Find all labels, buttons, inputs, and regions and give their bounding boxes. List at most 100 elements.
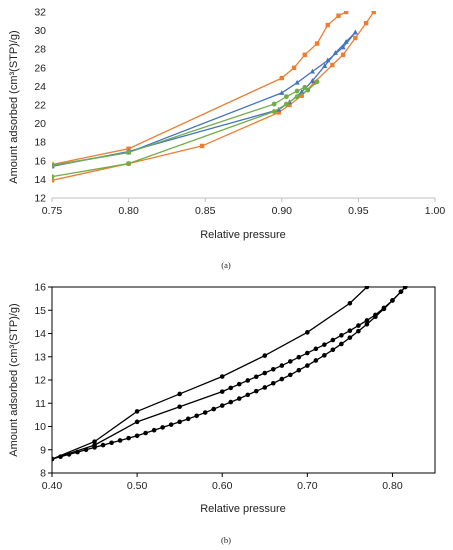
- chart-b-data-point: [288, 359, 293, 364]
- chart-a-data-point: [126, 150, 131, 155]
- chart-b-y-tick-label: 8: [40, 468, 46, 480]
- chart-b-data-point: [109, 440, 114, 446]
- chart-a-data-point: [287, 102, 292, 108]
- chart-a-data-point: [353, 35, 358, 41]
- chart-b-data-point: [219, 403, 225, 408]
- chart-b-panel-label: (b): [221, 535, 231, 545]
- chart-b-data-point: [373, 312, 378, 318]
- chart-b-data-point: [270, 380, 276, 386]
- chart-a-data-point: [325, 57, 331, 63]
- chart-a-y-tick-label: 12: [34, 193, 46, 205]
- chart-b-data-point: [177, 391, 182, 397]
- chart-b-data-point: [356, 328, 361, 334]
- chart-b-series-line: [52, 286, 368, 460]
- chart-b-data-point: [364, 318, 370, 323]
- chart-b-data-point: [185, 416, 191, 422]
- chart-b-data-point: [305, 350, 310, 356]
- chart-a-y-tick-label: 20: [34, 118, 46, 130]
- chart-b-data-point: [398, 289, 404, 294]
- chart-a-x-tick-label: 0.90: [272, 205, 293, 217]
- chart-b-data-point: [347, 335, 353, 340]
- chart-b-y-tick-label: 16: [34, 282, 46, 294]
- chart-a-panel-label: (a): [221, 260, 231, 270]
- chart-a-data-point: [283, 101, 289, 107]
- chart-a-data-point: [314, 79, 320, 85]
- chart-a-data-point: [340, 52, 346, 57]
- chart-a-series-line: [52, 32, 356, 168]
- chart-b-x-tick-label: 0.40: [42, 480, 63, 492]
- chart-b-series: [52, 286, 408, 462]
- chart-a-x-tick-label: 1.00: [425, 205, 446, 217]
- chart-b-y-tick-label: 14: [34, 328, 46, 340]
- chart-a-data-point: [126, 161, 131, 166]
- chart-b-data-point: [219, 374, 225, 379]
- chart-a-data-point: [314, 41, 320, 46]
- chart-a-data-point: [294, 79, 300, 85]
- chart-b-y-tick-label: 13: [34, 351, 46, 363]
- chart-b-data-point: [100, 442, 106, 448]
- chart-b-data-point: [262, 370, 268, 376]
- chart-b-data-point: [347, 328, 353, 334]
- chart-b-data-point: [92, 442, 97, 448]
- chart-b-data-point: [313, 358, 319, 363]
- chart-a-data-point: [271, 109, 277, 114]
- chart-a-data-point: [276, 110, 281, 115]
- chart-b-data-point: [228, 385, 234, 391]
- chart-a-series: [52, 11, 376, 183]
- chart-b-data-point: [270, 367, 276, 372]
- chart-b-data-point: [279, 376, 285, 382]
- chart-b-series-2: [52, 286, 370, 462]
- chart-a-data-point: [343, 11, 349, 15]
- chart-a-data-point: [279, 90, 285, 95]
- chart-b-data-point: [92, 439, 97, 444]
- chart-a-data-point: [302, 52, 307, 57]
- chart-b-x-ticks: 0.40 0.50 0.60 0.70 0.80: [42, 473, 403, 492]
- chart-b-data-point: [177, 419, 182, 425]
- chart-a-data-point: [336, 13, 341, 18]
- chart-b-data-point: [211, 406, 217, 412]
- chart-b-data-point: [288, 372, 293, 378]
- chart-a-data-point: [363, 20, 369, 26]
- chart-a-y-tick-label: 26: [34, 62, 46, 74]
- chart-b-data-point: [236, 396, 242, 401]
- chart-a-x-tick-label: 0.80: [118, 205, 139, 217]
- chart-a-data-point: [52, 174, 55, 180]
- chart-a-data-point: [199, 143, 205, 149]
- chart-b-x-tick-label: 0.60: [212, 480, 233, 492]
- chart-b-y-tick-label: 12: [34, 375, 46, 387]
- chart-a-y-tick-label: 32: [34, 7, 46, 19]
- chart-b-y-tick-label: 10: [34, 421, 46, 433]
- chart-a-plot-frame: [52, 12, 435, 198]
- chart-b-data-point: [305, 363, 310, 368]
- chart-a-x-tick-label: 0.95: [348, 205, 369, 217]
- chart-a-data-point: [322, 63, 328, 68]
- chart-a-data-point: [340, 44, 346, 50]
- chart-a-x-tick-label: 0.85: [195, 205, 216, 217]
- chart-b-data-point: [151, 427, 157, 433]
- chart-b-data-point: [364, 286, 370, 290]
- chart-a-data-point: [271, 101, 277, 107]
- chart-b-data-point: [402, 286, 408, 290]
- chart-b-data-point: [228, 399, 234, 405]
- chart-a-x-tick-label: 0.75: [42, 205, 63, 217]
- chart-a-data-point: [52, 163, 55, 168]
- chart-b-data-point: [134, 409, 140, 414]
- chart-b-data-point: [305, 330, 310, 335]
- chart-a-data-point: [309, 78, 316, 83]
- chart-b-data-point: [356, 323, 361, 328]
- chart-b-data-point: [279, 363, 285, 368]
- chart-b-data-point: [381, 305, 387, 311]
- chart-a-y-tick-label: 24: [34, 81, 46, 93]
- chart-b-data-point: [262, 385, 268, 390]
- chart-b-data-point: [168, 422, 174, 427]
- chart-b-x-axis-title: Relative pressure: [200, 503, 286, 515]
- chart-b-data-point: [117, 438, 123, 443]
- chart-b-data-point: [364, 321, 370, 327]
- chart-a-x-ticks: 0.75 0.80 0.85 0.90 0.95 1.00: [42, 198, 446, 217]
- chart-b-data-point: [390, 298, 395, 303]
- chart-a-data-point: [309, 68, 316, 74]
- chart-a-data-point: [291, 65, 297, 70]
- chart-a-y-tick-label: 28: [34, 44, 46, 56]
- chart-a-y-tick-label: 30: [34, 25, 46, 37]
